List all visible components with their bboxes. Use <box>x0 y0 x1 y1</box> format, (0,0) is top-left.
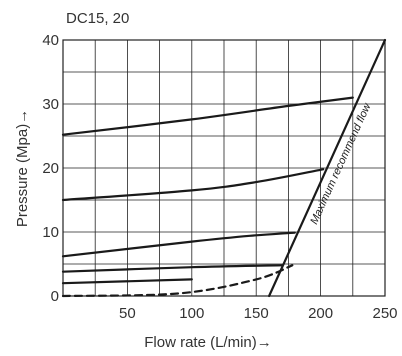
pressure-curve-6 <box>61 264 294 298</box>
x-axis-title: Flow rate (L/min)→ <box>144 334 272 351</box>
pressure-curve-5 <box>61 278 193 285</box>
x-tick-label: 150 <box>244 305 269 322</box>
x-tick-label: 100 <box>179 305 204 322</box>
x-tick-label: 200 <box>308 305 333 322</box>
max-recommend-flow-line <box>268 38 387 298</box>
pressure-curve-1 <box>61 96 354 136</box>
annotations: Maximum recommend flow <box>308 101 374 227</box>
pressure-curve-4 <box>61 264 284 273</box>
y-tick-label: 20 <box>42 160 59 177</box>
plot-frame <box>62 39 386 297</box>
x-tick-label: 250 <box>372 305 397 322</box>
tick-labels: 50 100 150 200 250 0 10 20 30 40 <box>42 32 397 322</box>
y-tick-label: 30 <box>42 96 59 113</box>
max-recommend-flow-label: Maximum recommend flow <box>308 101 374 227</box>
y-axis-title: Pressure (Mpa)→ <box>14 109 31 227</box>
y-tick-label: 40 <box>42 32 59 49</box>
pressure-curve-3 <box>61 231 296 258</box>
pressure-curve-2 <box>61 168 325 202</box>
y-tick-label: 0 <box>51 288 59 305</box>
series-group <box>61 38 387 298</box>
chart-title: DC15, 20 <box>66 10 129 27</box>
x-tick-label: 50 <box>119 305 136 322</box>
y-tick-label: 10 <box>42 224 59 241</box>
